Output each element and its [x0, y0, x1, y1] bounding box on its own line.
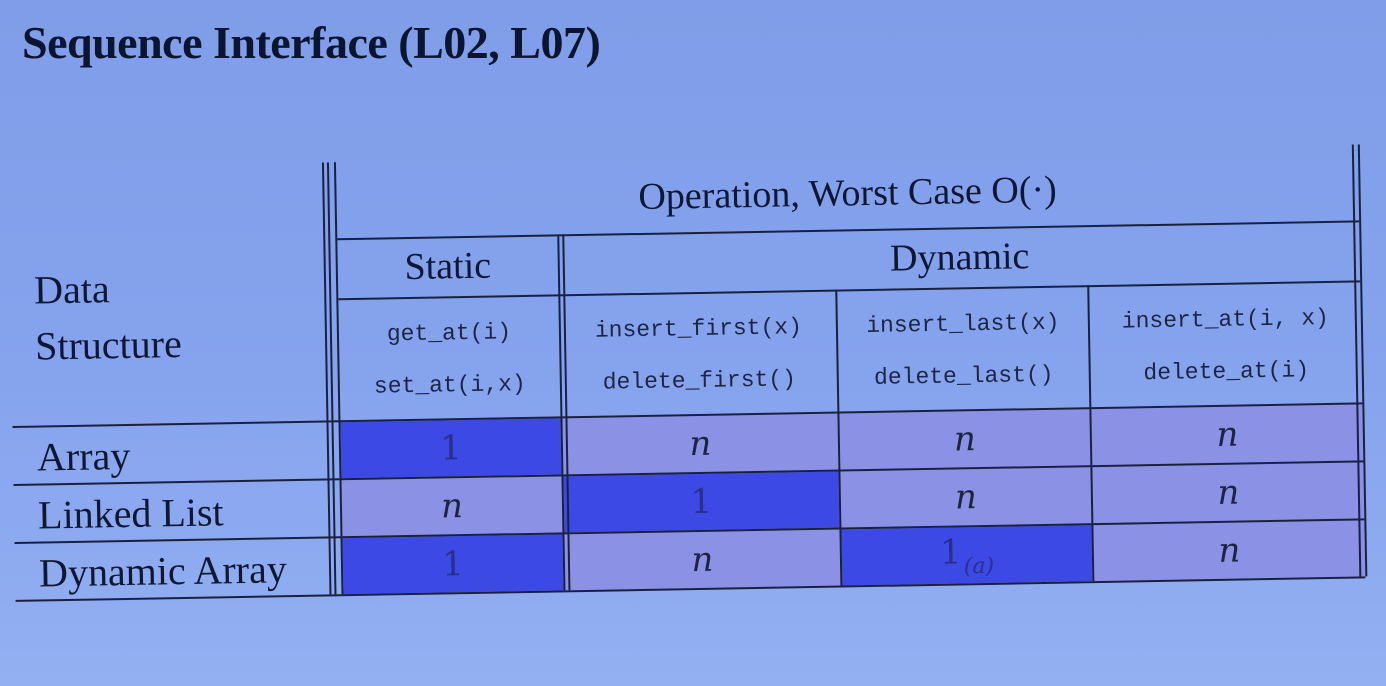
- ops-col-get-set: get_at(i) set_at(i,x): [373, 319, 526, 400]
- row-header: Data Structure: [33, 266, 183, 369]
- cell-linkedlist-first: 1: [563, 471, 840, 533]
- cell-linkedlist-at: n: [1092, 462, 1365, 524]
- row-label-linked-list: Linked List: [37, 489, 224, 538]
- cell-dynarray-at: n: [1093, 520, 1366, 582]
- cell-dynarray-get-set: 1: [342, 534, 564, 595]
- cell-dynarray-last: 1(a): [841, 525, 1093, 586]
- row-label-dynamic-array: Dynamic Array: [38, 546, 288, 596]
- ops-col-at: insert_at(i, x) delete_at(i): [1121, 304, 1330, 387]
- ops-col-first: insert_first(x) delete_first(): [594, 314, 803, 396]
- cell-array-get-set: 1: [340, 418, 562, 479]
- cell-linkedlist-last: n: [840, 467, 1092, 528]
- cell-dynarray-first: n: [564, 529, 841, 591]
- complexity-table: 1 n n n n 1 n n 1 n 1(a) n Data Structur…: [8, 144, 1376, 623]
- cell-linkedlist-get-set: n: [341, 476, 563, 537]
- group-header-operation: Operation, Worst Case O(·): [638, 168, 1058, 218]
- cell-array-last: n: [839, 409, 1091, 470]
- amortized-note: (a): [963, 553, 995, 579]
- cell-array-first: n: [562, 413, 839, 475]
- row-label-array: Array: [36, 432, 131, 480]
- cell-array-at: n: [1091, 404, 1364, 466]
- page-title: Sequence Interface (L02, L07): [22, 17, 601, 68]
- ops-col-last: insert_last(x) delete_last(): [866, 309, 1060, 391]
- header-static: Static: [404, 244, 492, 289]
